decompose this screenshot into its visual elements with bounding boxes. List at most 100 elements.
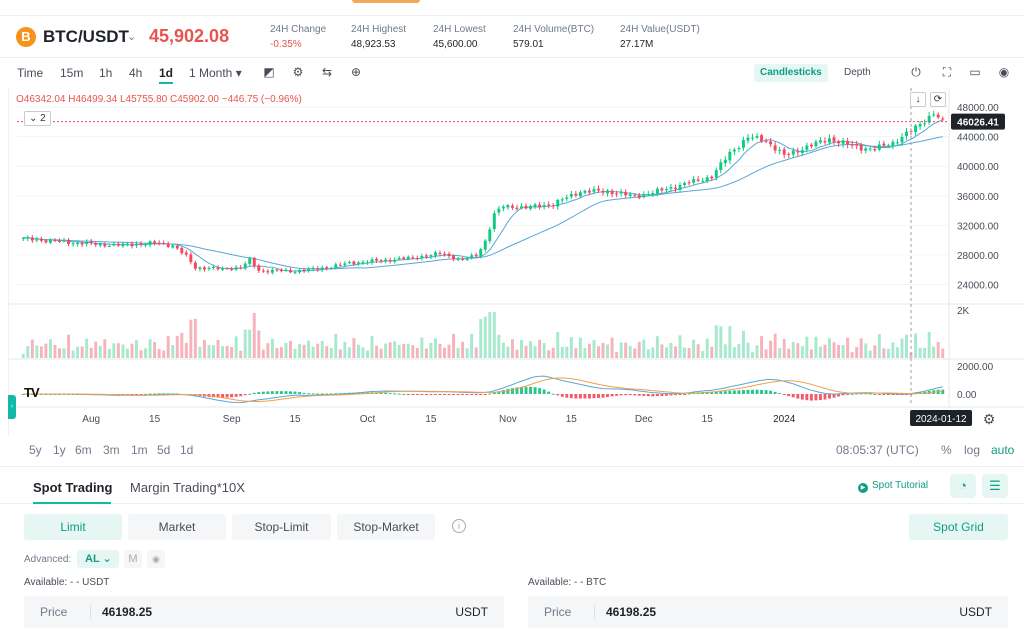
- order-type-limit[interactable]: Limit: [24, 514, 122, 540]
- candle-body: [384, 259, 388, 262]
- macd-histogram-bar: [375, 392, 379, 394]
- range-1m[interactable]: 1m: [131, 443, 148, 457]
- add-indicator-icon[interactable]: ⊕: [350, 65, 362, 79]
- volume-bar: [905, 334, 908, 358]
- indicator-collapse-button[interactable]: ⌄ 2: [24, 111, 51, 126]
- candle-body: [859, 144, 863, 151]
- spot-tutorial-link[interactable]: ▶ Spot Tutorial: [858, 480, 928, 493]
- sell-price-field[interactable]: Price 46198.25 USDT: [528, 596, 1008, 628]
- volume-bar: [302, 344, 306, 358]
- candle-body: [429, 255, 433, 257]
- trade-tabs: Spot Trading Margin Trading*10X ▶ Spot Tu…: [0, 466, 1024, 504]
- volume-bar: [664, 347, 668, 358]
- volume-bar: [728, 326, 732, 358]
- tab-margin-trading[interactable]: Margin Trading*10X: [130, 480, 245, 495]
- candle-body: [443, 253, 446, 255]
- price-chart[interactable]: 46026.41 48000.00 44000.00 40000.00 36000.00…: [8, 88, 1024, 436]
- mode-depth[interactable]: Depth: [844, 67, 871, 78]
- candle-body: [424, 255, 428, 257]
- volume-bar: [116, 343, 120, 358]
- advanced-m-option[interactable]: M: [124, 550, 142, 568]
- volume-bar: [628, 345, 632, 358]
- volume-bar: [891, 342, 895, 358]
- macd-histogram-bar: [687, 393, 691, 395]
- candle-body: [80, 242, 84, 245]
- indicator-settings-icon[interactable]: ⚙: [292, 65, 304, 79]
- price-label: Price: [544, 605, 572, 619]
- percent-scale-toggle[interactable]: %: [941, 443, 952, 457]
- pair-selector[interactable]: BTC/USDT: [43, 27, 129, 46]
- interval-time[interactable]: Time: [17, 66, 44, 80]
- range-5y[interactable]: 5y: [29, 443, 42, 457]
- macd-histogram-bar: [615, 394, 619, 396]
- range-6m[interactable]: 6m: [75, 443, 92, 457]
- fullscreen-icon[interactable]: ⛶: [942, 65, 952, 79]
- range-1d[interactable]: 1d: [180, 443, 194, 457]
- interval-15m[interactable]: 15m: [60, 66, 84, 80]
- log-scale-toggle[interactable]: log: [964, 443, 981, 457]
- order-type-stop-market[interactable]: Stop-Market: [337, 514, 435, 540]
- volume-bar: [207, 344, 211, 358]
- chart-canvas[interactable]: 46026.41 48000.00 44000.00 40000.00 36000.00…: [9, 88, 1024, 436]
- volume-bar: [488, 312, 492, 358]
- advanced-al-dropdown[interactable]: AL ⌄: [77, 550, 119, 568]
- chevron-down-icon[interactable]: ⌄: [127, 31, 137, 43]
- range-1y[interactable]: 1y: [53, 443, 66, 457]
- buy-price-value[interactable]: 46198.25: [102, 605, 153, 619]
- interval-1-month-dropdown[interactable]: 1 Month ▾: [189, 66, 242, 80]
- candle-type-icon[interactable]: ◩: [263, 65, 275, 79]
- macd-histogram-bar: [298, 392, 302, 394]
- range-3m[interactable]: 3m: [103, 443, 120, 457]
- buy-price-field[interactable]: Price 46198.25 USDT: [24, 596, 504, 628]
- camera-icon[interactable]: ◉: [998, 65, 1010, 79]
- macd-histogram-bar: [252, 392, 256, 394]
- gear-icon[interactable]: ⚙: [983, 412, 996, 428]
- interval-1h[interactable]: 1h: [99, 66, 113, 80]
- auto-scale-toggle[interactable]: auto: [991, 443, 1015, 457]
- mode-candlesticks[interactable]: Candlesticks: [754, 64, 828, 82]
- candle-body: [144, 244, 148, 246]
- macd-histogram-bar: [212, 394, 215, 398]
- interval-4h[interactable]: 4h: [129, 66, 143, 80]
- candle-body: [175, 245, 179, 249]
- scroll-down-button[interactable]: ↓: [910, 92, 926, 107]
- volume-bar: [732, 347, 736, 358]
- volume-bar: [76, 346, 80, 358]
- candle-body: [103, 244, 107, 247]
- price-label: Price: [40, 605, 68, 619]
- range-5d[interactable]: 5d: [157, 443, 171, 457]
- reset-chart-button[interactable]: ⟳: [930, 92, 946, 107]
- power-icon[interactable]: ⏻: [911, 65, 921, 79]
- candle-body: [678, 184, 682, 190]
- volume-bar: [941, 348, 945, 358]
- interval-1d[interactable]: 1d: [159, 66, 174, 80]
- candle-body: [660, 188, 664, 191]
- top-accent-tab[interactable]: [352, 0, 420, 3]
- candle-body: [642, 194, 646, 198]
- chart-toggle-button[interactable]: ◔: [950, 474, 976, 498]
- order-type-market[interactable]: Market: [128, 514, 226, 540]
- spot-grid-button[interactable]: Spot Grid: [909, 514, 1008, 540]
- macd-histogram-bar: [488, 393, 492, 395]
- tab-spot-trading[interactable]: Spot Trading: [33, 480, 113, 495]
- volume-bar: [298, 344, 302, 358]
- utc-clock[interactable]: 08:05:37 (UTC): [836, 443, 919, 457]
- order-type-stop-limit[interactable]: Stop-Limit: [232, 514, 331, 540]
- sell-price-value[interactable]: 46198.25: [606, 605, 657, 619]
- side-panel-toggle[interactable]: ›: [8, 395, 16, 419]
- volume-bar: [89, 347, 93, 358]
- macd-histogram-bar: [669, 394, 673, 396]
- layout-icon[interactable]: ▭: [969, 65, 981, 79]
- volume-bar: [347, 347, 351, 358]
- compare-icon[interactable]: ⇆: [321, 65, 333, 79]
- candle-body: [270, 269, 274, 273]
- settings-sliders-button[interactable]: ☰: [982, 474, 1008, 498]
- candle-body: [941, 118, 945, 120]
- info-icon[interactable]: i: [452, 519, 466, 533]
- macd-histogram-bar: [891, 394, 895, 395]
- macd-histogram-bar: [905, 394, 908, 395]
- volume-bar: [366, 350, 369, 358]
- advanced-hidden-option[interactable]: ◉: [147, 550, 165, 568]
- macd-histogram-bar: [633, 394, 637, 396]
- volume-bar: [406, 343, 410, 358]
